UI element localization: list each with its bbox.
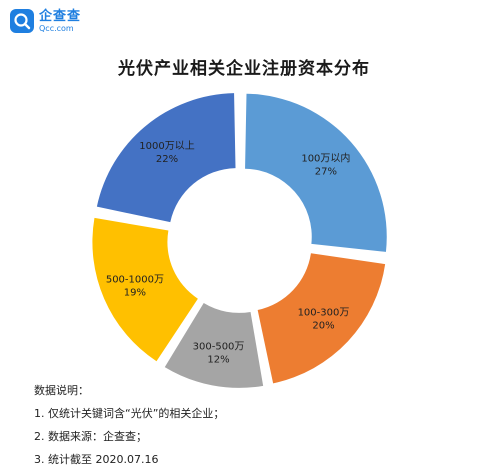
chart-title: 光伏产业相关企业注册资本分布 <box>118 59 370 79</box>
slice-category-label: 300-500万 <box>193 341 245 352</box>
logo: 企查查 Qcc.com <box>10 9 81 33</box>
donut-slice <box>257 253 386 384</box>
data-notes: 数据说明： 1. 仅统计关键词含“光伏”的相关企业； 2. 数据来源：企查查； … <box>34 382 224 474</box>
donut-slice <box>245 93 387 252</box>
logo-name: 企查查 <box>39 8 82 24</box>
slice-category-label: 500-1000万 <box>106 274 164 285</box>
logo-domain: Qcc.com <box>39 23 74 33</box>
donut-slice <box>92 217 198 362</box>
notes-heading: 数据说明： <box>34 384 89 397</box>
slice-value-label: 12% <box>207 354 229 365</box>
slice-value-label: 27% <box>315 166 337 177</box>
slice-value-label: 22% <box>156 154 178 165</box>
donut-slice <box>164 303 264 388</box>
qcc-logo-icon <box>10 9 34 33</box>
slice-category-label: 1000万以上 <box>139 140 194 152</box>
note-item: 2. 数据来源：企查查； <box>34 430 147 443</box>
slice-value-label: 19% <box>124 287 146 298</box>
slice-value-label: 20% <box>312 320 334 331</box>
note-item: 1. 仅统计关键词含“光伏”的相关企业； <box>34 407 225 420</box>
slice-category-label: 100-300万 <box>298 307 350 318</box>
donut-slice <box>96 93 236 223</box>
slice-category-label: 100万以内 <box>301 151 350 164</box>
note-item: 3. 统计截至 2020.07.16 <box>34 453 159 466</box>
